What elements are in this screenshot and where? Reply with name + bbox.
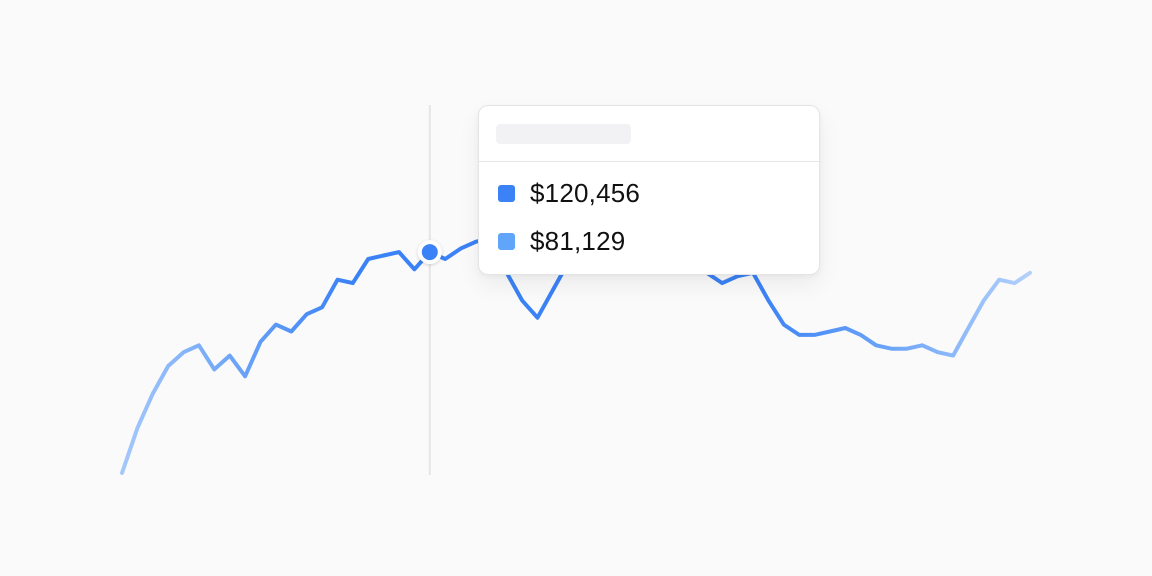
chart-tooltip: $120,456 $81,129 xyxy=(478,105,820,275)
tooltip-title-placeholder xyxy=(496,124,631,144)
tooltip-row-secondary: $81,129 xyxy=(498,226,625,256)
series-primary-swatch xyxy=(498,184,515,202)
tooltip-row-primary: $120,456 xyxy=(498,178,640,208)
tooltip-value-primary: $120,456 xyxy=(530,177,641,208)
tooltip-header xyxy=(479,106,819,162)
active-point-marker[interactable] xyxy=(417,240,442,265)
tooltip-value-secondary: $81,129 xyxy=(530,225,626,256)
series-secondary-swatch xyxy=(498,232,515,250)
